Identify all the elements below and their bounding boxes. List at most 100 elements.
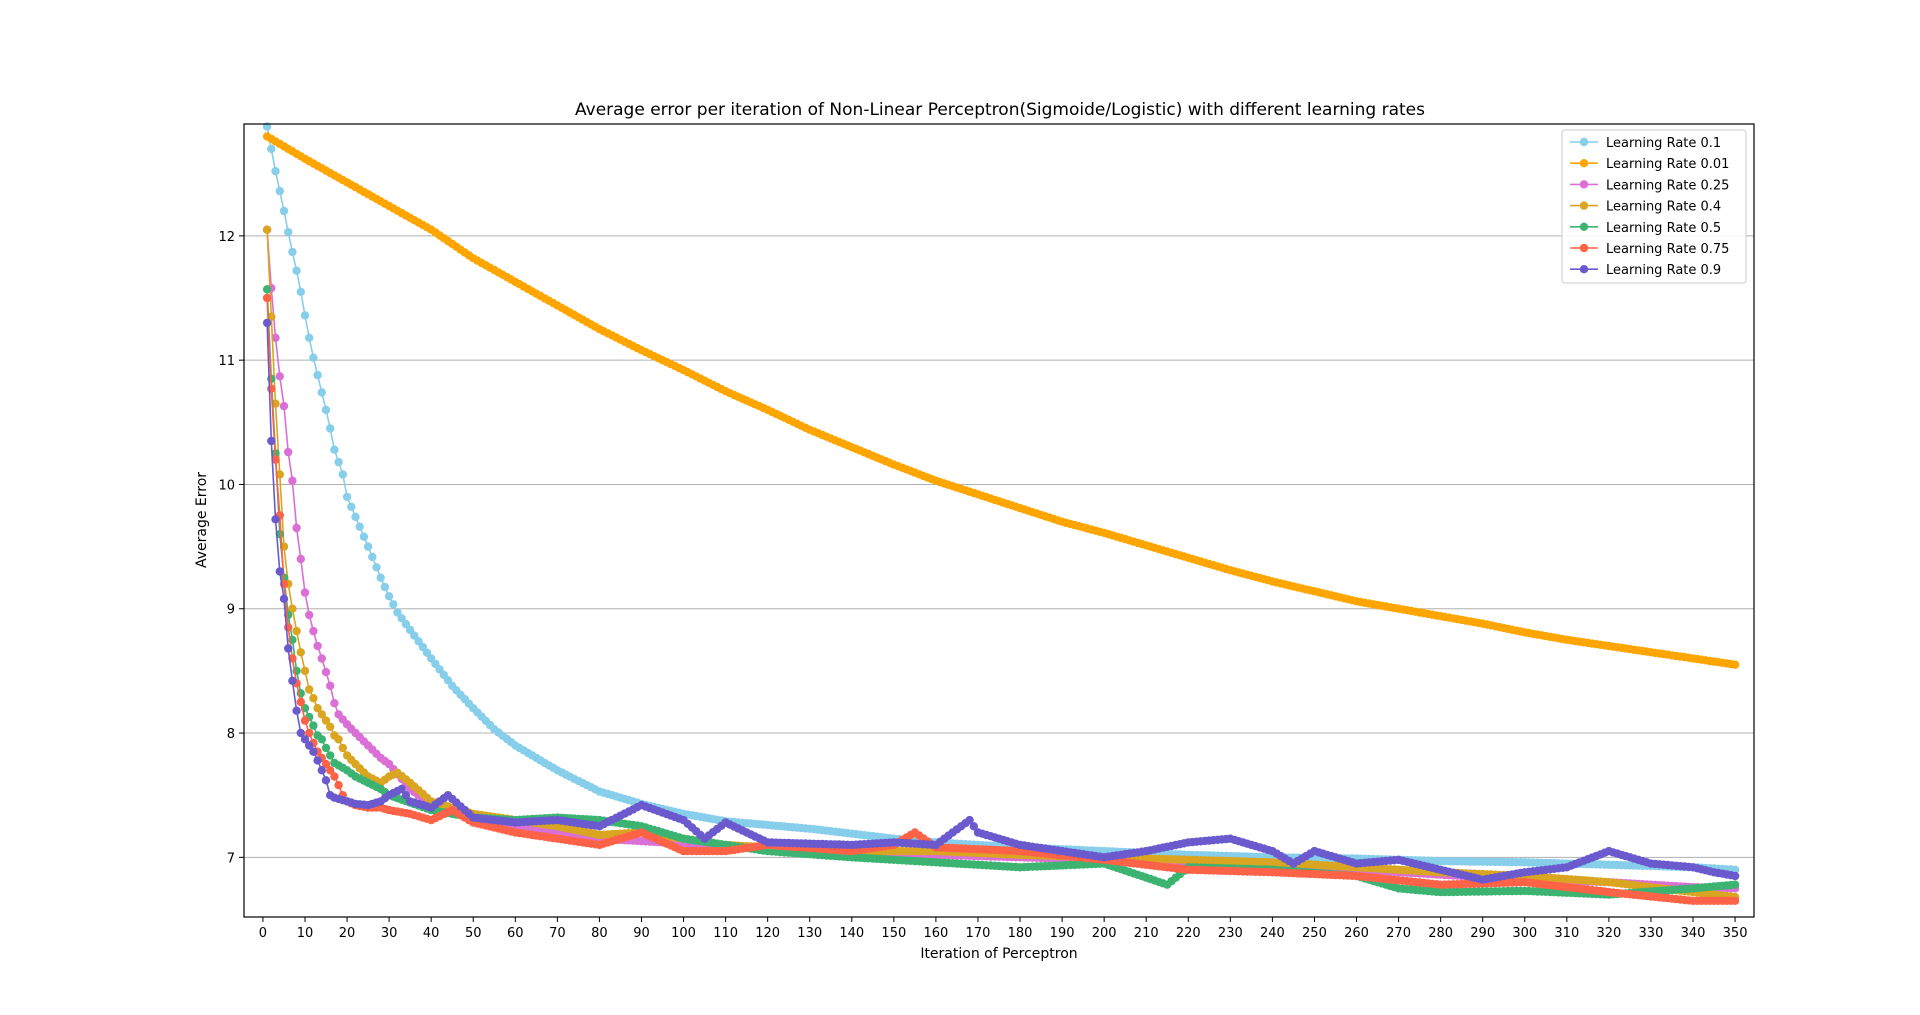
x-tick-label: 10 <box>297 926 314 941</box>
legend-item: Learning Rate 0.75 <box>1570 242 1729 257</box>
data-point <box>309 626 318 636</box>
data-point <box>279 401 289 411</box>
data-point <box>296 728 305 738</box>
data-point <box>326 424 335 433</box>
data-point <box>397 784 406 794</box>
data-point <box>296 648 305 657</box>
x-tick-label: 60 <box>507 926 524 941</box>
data-point <box>384 592 394 601</box>
data-point <box>300 716 310 725</box>
data-point <box>969 822 978 831</box>
legend-item: Learning Rate 0.1 <box>1570 136 1721 151</box>
x-tick-label: 80 <box>591 926 608 941</box>
legend-label: Learning Rate 0.9 <box>1606 263 1721 278</box>
x-tick-label: 350 <box>1723 926 1748 941</box>
legend-item: Learning Rate 0.9 <box>1570 263 1721 278</box>
data-point <box>309 747 318 756</box>
data-point <box>275 186 284 196</box>
data-point <box>397 614 406 623</box>
data-point <box>271 455 280 464</box>
data-point <box>284 447 293 457</box>
data-point <box>262 225 272 234</box>
data-point <box>305 741 314 750</box>
data-point <box>288 476 297 485</box>
data-point <box>271 515 280 524</box>
x-tick-label: 240 <box>1260 926 1285 941</box>
data-point <box>317 654 326 663</box>
data-point <box>300 588 310 597</box>
data-point <box>292 523 301 533</box>
data-point <box>317 735 326 744</box>
data-point <box>267 384 276 393</box>
x-tick-label: 320 <box>1596 926 1621 941</box>
data-point <box>279 594 289 603</box>
legend-item: Learning Rate 0.25 <box>1570 178 1729 193</box>
data-point <box>380 582 390 592</box>
data-point <box>275 372 284 381</box>
x-tick-label: 300 <box>1512 926 1537 941</box>
data-point <box>292 626 301 636</box>
legend-label: Learning Rate 0.75 <box>1606 242 1729 257</box>
data-point <box>363 542 373 551</box>
x-tick-label: 30 <box>381 926 398 941</box>
legend-swatch-marker <box>1579 180 1589 189</box>
y-tick-label: 10 <box>218 478 235 493</box>
x-tick-label: 20 <box>339 926 356 941</box>
legend-item: Learning Rate 0.01 <box>1570 157 1729 172</box>
x-tick-label: 260 <box>1344 926 1369 941</box>
data-point <box>275 567 284 576</box>
legend-label: Learning Rate 0.01 <box>1606 157 1729 172</box>
data-point <box>338 470 347 479</box>
data-point <box>267 436 276 446</box>
legend-swatch-marker <box>1579 159 1589 168</box>
data-series <box>262 122 1740 905</box>
chart-title: Average error per iteration of Non-Linea… <box>575 100 1425 120</box>
data-point <box>338 743 347 753</box>
data-point <box>313 370 322 380</box>
data-point <box>321 667 331 677</box>
x-tick-label: 220 <box>1176 926 1201 941</box>
x-tick-label: 330 <box>1639 926 1664 941</box>
data-point <box>309 353 318 362</box>
data-point <box>300 311 310 320</box>
data-point <box>342 492 352 502</box>
data-point <box>351 512 360 521</box>
data-point <box>284 623 293 632</box>
series-learning-rate-0-9 <box>262 318 1740 884</box>
x-tick-label: 50 <box>465 926 482 941</box>
data-point <box>288 676 297 685</box>
data-point <box>313 704 322 713</box>
data-point <box>300 735 310 744</box>
data-point <box>313 756 322 765</box>
legend-swatch-marker <box>1579 222 1589 231</box>
data-point <box>309 721 318 730</box>
data-point <box>313 641 322 651</box>
data-point <box>334 735 343 744</box>
data-point <box>317 766 326 775</box>
x-axis-label: Iteration of Perceptron <box>920 946 1077 962</box>
x-tick-label: 150 <box>881 926 906 941</box>
data-point <box>262 293 272 303</box>
data-point <box>321 759 331 769</box>
data-point <box>321 405 331 415</box>
data-point <box>300 666 310 676</box>
y-tick-label: 12 <box>218 230 235 245</box>
data-point <box>326 766 335 775</box>
x-tick-label: 180 <box>1008 926 1033 941</box>
x-tick-label: 200 <box>1092 926 1117 941</box>
y-tick-label: 7 <box>227 851 235 866</box>
data-point <box>296 554 305 564</box>
data-point <box>262 285 272 294</box>
data-point <box>1730 660 1740 669</box>
data-point <box>372 563 381 572</box>
x-tick-label: 230 <box>1218 926 1243 941</box>
data-point <box>305 728 314 738</box>
legend-box <box>1561 129 1747 284</box>
data-point <box>334 457 343 467</box>
data-point <box>271 333 280 342</box>
x-tick-label: 280 <box>1428 926 1453 941</box>
x-tick-label: 120 <box>755 926 780 941</box>
legend-swatch-marker <box>1579 243 1589 253</box>
data-point <box>389 600 398 609</box>
data-point <box>330 445 339 454</box>
